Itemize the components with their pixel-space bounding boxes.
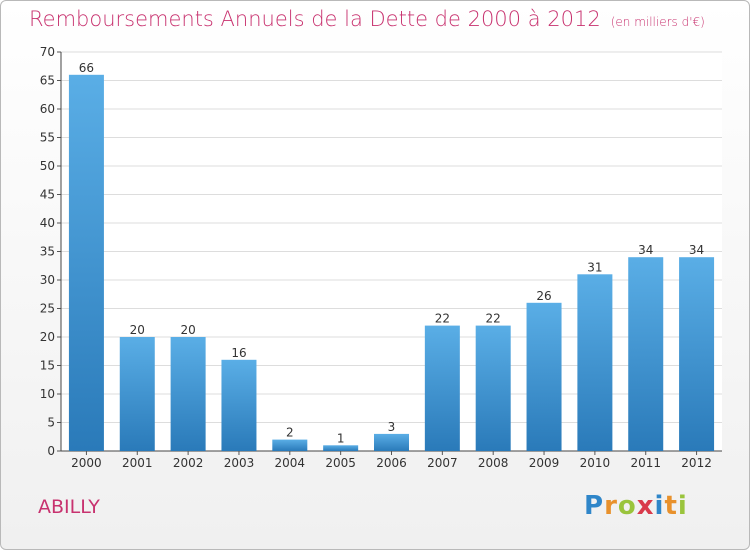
- x-tick-label: 2010: [580, 456, 611, 470]
- bar: [475, 325, 511, 451]
- logo-letter: o: [617, 491, 637, 521]
- logo-letter: i: [677, 491, 688, 521]
- y-tick-label: 65: [40, 74, 55, 88]
- logo-letter: i: [654, 491, 665, 521]
- y-tick-label: 25: [40, 302, 55, 316]
- y-tick-label: 50: [40, 159, 55, 173]
- logo-letter: P: [584, 491, 605, 521]
- commune-name: ABILLY: [38, 496, 100, 518]
- bar: [272, 439, 308, 451]
- x-tick-label: 2000: [71, 456, 102, 470]
- bar: [221, 359, 257, 451]
- x-tick-label: 2008: [478, 456, 509, 470]
- title-unit: (en milliers d'€): [610, 15, 705, 29]
- bar: [679, 257, 715, 451]
- bar: [628, 257, 664, 451]
- data-label: 20: [130, 323, 145, 337]
- logo-letter: r: [604, 491, 618, 521]
- y-tick-label: 55: [40, 131, 55, 145]
- bar: [323, 445, 359, 451]
- y-tick-label: 45: [40, 188, 55, 202]
- data-label: 22: [435, 312, 450, 326]
- x-tick-label: 2007: [427, 456, 458, 470]
- bar: [577, 274, 613, 451]
- x-tick-label: 2003: [224, 456, 255, 470]
- data-label: 34: [638, 243, 653, 257]
- y-tick-label: 20: [40, 330, 55, 344]
- logo-letter: x: [636, 491, 655, 521]
- title-text: Remboursements Annuels de la Dette de 20…: [29, 7, 601, 31]
- x-tick-label: 2005: [325, 456, 356, 470]
- data-label: 22: [486, 312, 501, 326]
- data-label: 66: [79, 61, 94, 75]
- bar: [374, 433, 409, 451]
- y-tick-label: 0: [47, 444, 55, 458]
- x-tick-label: 2002: [173, 456, 204, 470]
- x-tick-label: 2009: [529, 456, 560, 470]
- data-label: 20: [180, 323, 195, 337]
- data-label: 2: [286, 426, 294, 440]
- data-label: 34: [689, 243, 704, 257]
- x-tick-label: 2001: [122, 456, 153, 470]
- y-tick-label: 40: [40, 216, 55, 230]
- x-tick-label: 2012: [681, 456, 712, 470]
- y-tick-label: 5: [47, 416, 55, 430]
- logo-letter: t: [664, 491, 678, 521]
- proxiti-logo: Proxiti: [584, 491, 688, 521]
- chart-title: Remboursements Annuels de la Dette de 20…: [29, 7, 705, 31]
- y-tick-label: 35: [40, 245, 55, 259]
- bar: [119, 337, 155, 451]
- data-label: 16: [231, 346, 246, 360]
- data-label: 31: [587, 260, 602, 274]
- y-tick-label: 60: [40, 102, 55, 116]
- y-tick-label: 30: [40, 273, 55, 287]
- x-tick-label: 2004: [275, 456, 306, 470]
- bar: [526, 302, 562, 451]
- y-tick-label: 15: [40, 359, 55, 373]
- data-label: 26: [536, 289, 551, 303]
- bar: [424, 325, 460, 451]
- y-tick-label: 10: [40, 387, 55, 401]
- data-label: 1: [337, 431, 345, 445]
- x-tick-label: 2006: [376, 456, 407, 470]
- data-label: 3: [388, 420, 396, 434]
- bar: [170, 337, 206, 451]
- x-tick-label: 2011: [630, 456, 661, 470]
- bar: [68, 74, 104, 452]
- y-tick-label: 70: [40, 45, 55, 59]
